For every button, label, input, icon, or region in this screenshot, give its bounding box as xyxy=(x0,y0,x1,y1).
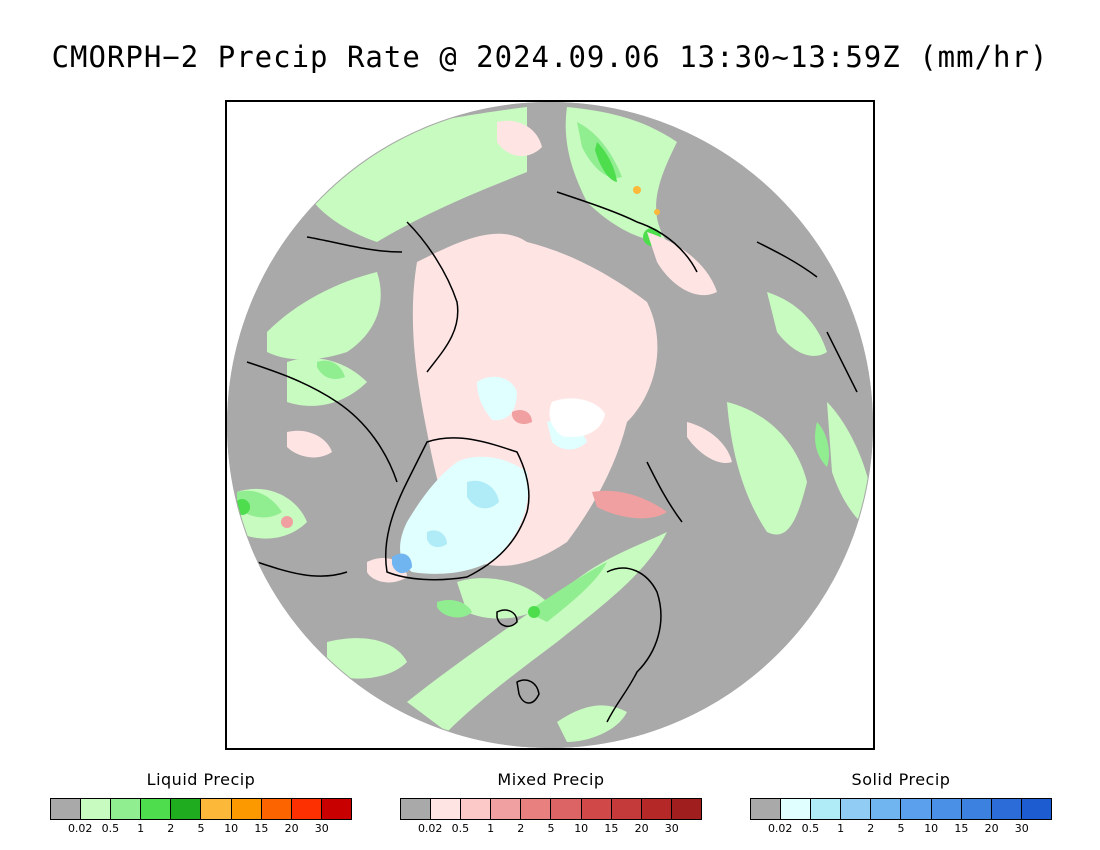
legend-swatch xyxy=(1021,799,1051,819)
legend-liquid-precip: Liquid Precip 0.02 0.5 1 2 5 10 15 20 30 xyxy=(50,770,352,836)
legend-tick-label: 0.5 xyxy=(451,822,470,835)
legend-swatch xyxy=(751,799,782,819)
legend-ticks: 0.02 0.5 1 2 5 10 15 20 30 xyxy=(50,822,352,836)
legend-tick-label: 10 xyxy=(924,822,939,835)
legend-color-bar xyxy=(50,798,352,820)
legend-tick-label: 1 xyxy=(837,822,845,835)
legend-swatch xyxy=(521,799,552,819)
legend-swatch xyxy=(581,799,612,819)
legend-swatch xyxy=(261,799,292,819)
legend-color-bar xyxy=(750,798,1052,820)
liquid-light-regions xyxy=(237,107,873,742)
legend-tick-label: 30 xyxy=(1014,822,1029,835)
coastlines xyxy=(246,191,858,723)
legend-swatch xyxy=(461,799,492,819)
legend-tick-label: 2 xyxy=(167,822,175,835)
map-disc-edge xyxy=(227,102,873,748)
legend-swatch xyxy=(781,799,812,819)
legend-swatch xyxy=(51,799,82,819)
legend-title: Mixed Precip xyxy=(497,770,605,789)
legend-swatch xyxy=(901,799,932,819)
legend-swatch xyxy=(611,799,642,819)
legend-color-bar xyxy=(400,798,702,820)
legend-title: Liquid Precip xyxy=(146,770,256,789)
legend-mixed-precip: Mixed Precip 0.02 0.5 1 2 5 10 15 20 30 xyxy=(400,770,702,836)
legend-tick-label: 2 xyxy=(867,822,875,835)
legend-tick-label: 30 xyxy=(664,822,679,835)
legend-swatch xyxy=(321,799,351,819)
legend-tick-label: 15 xyxy=(954,822,969,835)
legend-swatch xyxy=(431,799,462,819)
legend-swatch xyxy=(491,799,522,819)
no-data-region xyxy=(549,398,605,438)
legend-swatch xyxy=(871,799,902,819)
legend-tick-label: 15 xyxy=(604,822,619,835)
legend-tick-label: 0.5 xyxy=(101,822,120,835)
legend-swatch xyxy=(641,799,672,819)
legend-swatch xyxy=(961,799,992,819)
legend-tick-label: 0.02 xyxy=(767,822,793,835)
legend-tick-label: 5 xyxy=(547,822,555,835)
legend-swatch xyxy=(931,799,962,819)
legend-tick-label: 20 xyxy=(634,822,649,835)
map-disc xyxy=(227,102,873,748)
legend-ticks: 0.02 0.5 1 2 5 10 15 20 30 xyxy=(750,822,1052,836)
legend-swatch xyxy=(671,799,701,819)
liquid-heavy-cells xyxy=(633,186,660,215)
legend-tick-label: 10 xyxy=(574,822,589,835)
legend-swatch xyxy=(231,799,262,819)
liquid-medium-regions xyxy=(237,122,829,622)
legend-swatch xyxy=(991,799,1022,819)
legend-swatch xyxy=(141,799,172,819)
legend-tick-label: 0.02 xyxy=(67,822,93,835)
legend-tick-label: 5 xyxy=(897,822,905,835)
mixed-medium-regions xyxy=(281,410,667,528)
legend-title: Solid Precip xyxy=(851,770,951,789)
legend-tick-label: 2 xyxy=(517,822,525,835)
legend-swatch xyxy=(171,799,202,819)
precip-map xyxy=(225,100,875,750)
page-title: CMORPH−2 Precip Rate @ 2024.09.06 13:30~… xyxy=(51,40,1049,74)
legend-tick-label: 1 xyxy=(137,822,145,835)
legend-swatch xyxy=(291,799,322,819)
solid-medium-regions xyxy=(427,480,499,548)
legend-tick-label: 0.02 xyxy=(417,822,443,835)
legend-tick-label: 30 xyxy=(314,822,329,835)
legend-tick-label: 5 xyxy=(197,822,205,835)
legend-tick-label: 0.5 xyxy=(801,822,820,835)
legend-swatch xyxy=(201,799,232,819)
legend-ticks: 0.02 0.5 1 2 5 10 15 20 30 xyxy=(400,822,702,836)
legend-tick-label: 1 xyxy=(487,822,495,835)
legend-tick-label: 20 xyxy=(284,822,299,835)
legend-swatch xyxy=(811,799,842,819)
legend-swatch xyxy=(111,799,142,819)
legend-swatch xyxy=(401,799,432,819)
legend-tick-label: 15 xyxy=(254,822,269,835)
legend-tick-label: 10 xyxy=(224,822,239,835)
legend-swatch xyxy=(841,799,872,819)
legend-swatch xyxy=(551,799,582,819)
legend-tick-label: 20 xyxy=(984,822,999,835)
legend-swatch xyxy=(81,799,112,819)
solid-heavy-regions xyxy=(392,553,412,574)
legend-solid-precip: Solid Precip 0.02 0.5 1 2 5 10 15 20 30 xyxy=(750,770,1052,836)
polar-map-svg xyxy=(227,102,873,748)
